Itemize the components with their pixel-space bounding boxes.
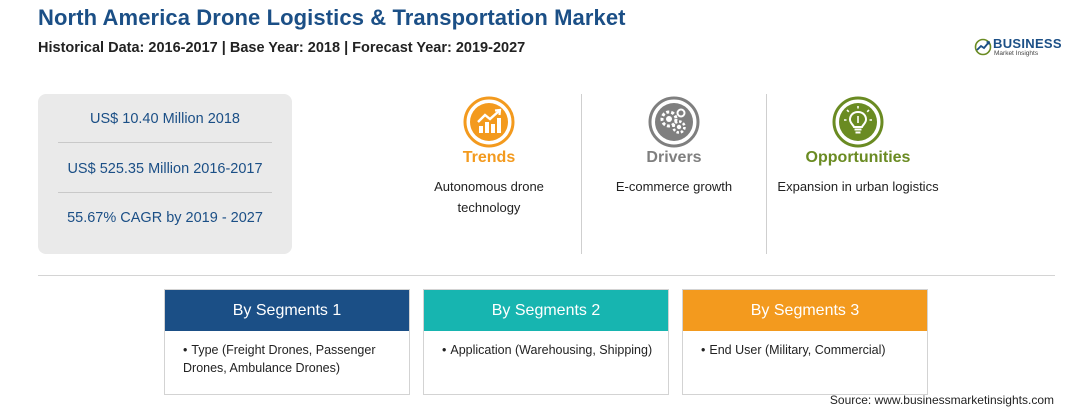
column-divider (581, 94, 582, 254)
drivers-text: E-commerce growth (615, 179, 733, 194)
lightbulb-icon (832, 96, 884, 148)
segment-2-list-item: • Application (Warehousing, Shipping) (424, 331, 668, 359)
trends-title: Trends (462, 149, 516, 166)
bullet: • (701, 343, 706, 357)
logo-globe-icon (974, 38, 992, 56)
segment-1-header: By Segments 1 (165, 290, 409, 331)
stat-cagr: 55.67% CAGR by 2019 - 2027 (67, 210, 263, 226)
section-divider (38, 275, 1055, 276)
source-link[interactable]: Source: www.businessmarketinsights.com (829, 393, 1054, 407)
segment-1-list-item: • Type (Freight Drones, Passenger Drones,… (165, 331, 409, 377)
stat-divider (58, 142, 272, 143)
gears-icon (648, 96, 700, 148)
trends-column: Trends Autonomous drone technology (404, 96, 574, 218)
logo-tagline: Market Insights (994, 50, 1039, 57)
opportunities-text: Expansion in urban logistics (777, 179, 939, 194)
stat-divider (58, 192, 272, 193)
chart-growth-icon (463, 96, 515, 148)
page-title: North America Drone Logistics & Transpor… (38, 5, 626, 30)
segment-3-list-item: • End User (Military, Commercial) (683, 331, 927, 359)
trends-text: Autonomous drone technology (434, 179, 544, 215)
bullet: • (183, 343, 188, 357)
segment-card-1: By Segments 1 • Type (Freight Drones, Pas… (164, 289, 410, 395)
segment-2-header: By Segments 2 (424, 290, 668, 331)
stat-historical-value: US$ 525.35 Million 2016-2017 (67, 161, 263, 177)
logo-name: BUSINESS (993, 36, 1062, 51)
segment-card-2: By Segments 2 • Application (Warehousing,… (423, 289, 669, 395)
segment-2-item-text: Application (Warehousing, Shipping) (450, 343, 653, 357)
segment-card-3: By Segments 3 • End User (Military, Comme… (682, 289, 928, 395)
company-logo: BUSINESS Market Insights (974, 36, 1064, 60)
column-divider (766, 94, 767, 254)
drivers-title: Drivers (646, 149, 702, 166)
opportunities-column: Opportunities Expansion in urban logisti… (773, 96, 943, 197)
page-subtitle: Historical Data: 2016-2017 | Base Year: … (38, 40, 526, 56)
drivers-column: Drivers E-commerce growth (589, 96, 759, 197)
segment-1-item-text: Type (Freight Drones, Passenger Drones, … (183, 343, 376, 375)
stat-market-value: US$ 10.40 Million 2018 (90, 111, 240, 127)
segment-3-header: By Segments 3 (683, 290, 927, 331)
segment-3-item-text: End User (Military, Commercial) (709, 343, 886, 357)
opportunities-title: Opportunities (805, 149, 911, 166)
key-stats-panel: US$ 10.40 Million 2018 US$ 525.35 Millio… (38, 94, 292, 254)
bullet: • (442, 343, 447, 357)
